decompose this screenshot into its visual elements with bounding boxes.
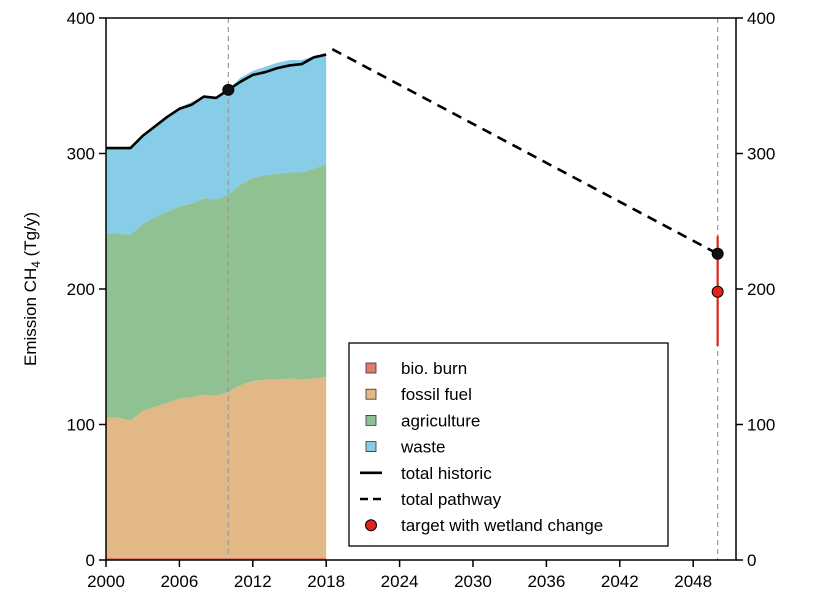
x-tick-label: 2048 — [674, 572, 712, 591]
y-tick-label-left: 300 — [67, 145, 95, 164]
x-tick-label: 2012 — [234, 572, 272, 591]
x-tick-label: 2036 — [527, 572, 565, 591]
y-tick-label-left: 100 — [67, 416, 95, 435]
y-axis-title-subscript: 4 — [29, 261, 43, 268]
area-fossil-fuel — [106, 377, 327, 558]
y-tick-label-left: 0 — [86, 551, 95, 570]
marker-point-2050 — [711, 247, 724, 260]
y-tick-label-right: 300 — [747, 145, 775, 164]
legend-entry-agriculture-label: agriculture — [401, 411, 480, 430]
x-tick-label: 2042 — [601, 572, 639, 591]
legend-entry-waste-label: waste — [400, 438, 445, 457]
legend-entry-bio-burn-swatch — [365, 362, 377, 374]
legend-entry-target-with-wetland-change-swatch — [365, 519, 377, 532]
marker-point-2010 — [222, 83, 235, 96]
total-historic-line — [106, 53, 327, 150]
x-tick-label: 2018 — [307, 572, 345, 591]
legend-entry-bio-burn-label: bio. burn — [401, 359, 467, 378]
legend-entry-agriculture-swatch — [365, 414, 377, 426]
x-tick-label: 2006 — [160, 572, 198, 591]
legend-entry-fossil-fuel-label: fossil fuel — [401, 385, 472, 404]
legend-entry-fossil-fuel-swatch — [365, 388, 377, 400]
x-tick-label: 2024 — [381, 572, 419, 591]
x-tick-label: 2000 — [87, 572, 125, 591]
legend-entry-total-historic-label: total historic — [401, 464, 492, 483]
x-tick-label: 2030 — [454, 572, 492, 591]
y-axis-title-unit: (Tg/y) — [21, 212, 40, 261]
y-axis-title-main: Emission CH — [21, 268, 40, 366]
y-tick-label-left: 400 — [67, 9, 95, 28]
axes: 0 0 100 100 200 200 300 300 400 400 2000 2006 2012 20… — [67, 9, 776, 591]
target-point — [711, 285, 724, 298]
legend-entry-target-with-wetland-change-label: target with wetland change — [401, 516, 603, 535]
y-tick-label-right: 100 — [747, 416, 775, 435]
legend-entry-waste-swatch — [365, 441, 377, 453]
total-pathway-line — [331, 48, 719, 255]
plot-area — [106, 18, 724, 560]
legend-entry-total-pathway-label: total pathway — [401, 490, 502, 509]
y-tick-label-right: 200 — [747, 280, 775, 299]
y-tick-label-right: 0 — [747, 551, 756, 570]
y-axis-title: Emission CH4 (Tg/y) — [21, 212, 43, 366]
y-tick-label-left: 200 — [67, 280, 95, 299]
area-waste — [106, 54, 327, 235]
legend-box — [348, 342, 669, 547]
y-tick-label-right: 400 — [747, 9, 775, 28]
area-agriculture — [106, 164, 327, 421]
legend: bio. burn fossil fuel agriculture waste tota… — [348, 342, 669, 547]
